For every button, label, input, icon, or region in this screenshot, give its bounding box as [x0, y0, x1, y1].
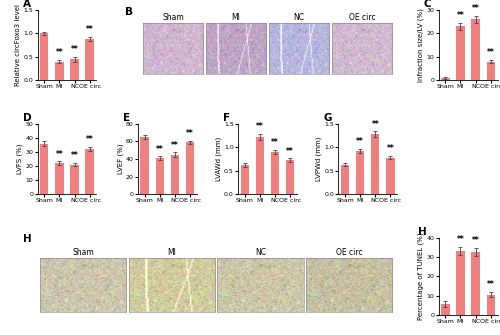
Bar: [56, 163, 64, 194]
Text: Sham: Sham: [162, 13, 184, 22]
Text: **: **: [487, 48, 494, 57]
Text: **: **: [56, 150, 64, 159]
Text: Sham: Sham: [72, 248, 94, 257]
Text: **: **: [286, 147, 294, 156]
Text: **: **: [56, 48, 64, 57]
Bar: [441, 304, 450, 315]
Text: OE circ: OE circ: [348, 13, 376, 22]
Bar: [472, 19, 480, 80]
Text: **: **: [356, 137, 364, 146]
Text: **: **: [256, 122, 264, 131]
Bar: [86, 149, 94, 194]
Y-axis label: LVPWd (mm): LVPWd (mm): [316, 137, 322, 181]
Bar: [341, 164, 349, 194]
Bar: [186, 142, 194, 194]
Text: **: **: [70, 151, 78, 160]
Bar: [156, 158, 164, 194]
Bar: [472, 252, 480, 315]
Text: NC: NC: [294, 13, 304, 22]
Bar: [486, 62, 495, 80]
Bar: [40, 143, 48, 194]
Text: B: B: [125, 7, 133, 16]
Text: **: **: [156, 144, 164, 153]
Bar: [386, 157, 394, 194]
Text: OE circ: OE circ: [336, 248, 362, 257]
Bar: [256, 137, 264, 194]
Text: **: **: [86, 25, 94, 34]
Text: **: **: [186, 129, 194, 138]
Bar: [371, 134, 380, 194]
Y-axis label: Infraction size/LV (%): Infraction size/LV (%): [418, 8, 424, 82]
Text: E: E: [123, 113, 130, 123]
Bar: [441, 78, 450, 80]
Bar: [240, 165, 249, 194]
Y-axis label: Percentage of TUNEL (%): Percentage of TUNEL (%): [418, 232, 424, 320]
Text: **: **: [86, 135, 94, 144]
Y-axis label: LVFS (%): LVFS (%): [17, 144, 24, 174]
Bar: [286, 160, 294, 194]
Y-axis label: LVEF (%): LVEF (%): [117, 144, 123, 174]
Bar: [486, 294, 495, 315]
Text: **: **: [386, 144, 394, 153]
Text: **: **: [472, 4, 480, 13]
Text: C: C: [424, 0, 432, 9]
Text: A: A: [23, 0, 31, 9]
Bar: [170, 154, 179, 194]
Text: MI: MI: [168, 248, 176, 257]
Text: H: H: [418, 227, 426, 237]
Text: **: **: [456, 11, 464, 20]
Text: H: H: [23, 234, 32, 244]
Bar: [40, 34, 48, 80]
Text: **: **: [487, 280, 494, 289]
Text: **: **: [372, 120, 379, 129]
Text: **: **: [472, 236, 480, 245]
Text: **: **: [271, 138, 279, 147]
Bar: [271, 152, 279, 194]
Bar: [56, 62, 64, 80]
Text: F: F: [224, 113, 230, 123]
Text: **: **: [70, 45, 78, 54]
Bar: [356, 151, 364, 194]
Bar: [70, 59, 78, 80]
Y-axis label: LVAWd (mm): LVAWd (mm): [216, 137, 222, 181]
Bar: [456, 26, 464, 80]
Bar: [456, 251, 464, 315]
Text: NC: NC: [255, 248, 266, 257]
Text: G: G: [324, 113, 332, 123]
Bar: [140, 137, 148, 194]
Y-axis label: Relative circFoxo3 level: Relative circFoxo3 level: [16, 4, 22, 86]
Text: **: **: [456, 235, 464, 244]
Bar: [86, 39, 94, 80]
Text: **: **: [171, 141, 178, 149]
Bar: [70, 164, 78, 194]
Text: D: D: [23, 113, 32, 123]
Text: MI: MI: [232, 13, 240, 22]
